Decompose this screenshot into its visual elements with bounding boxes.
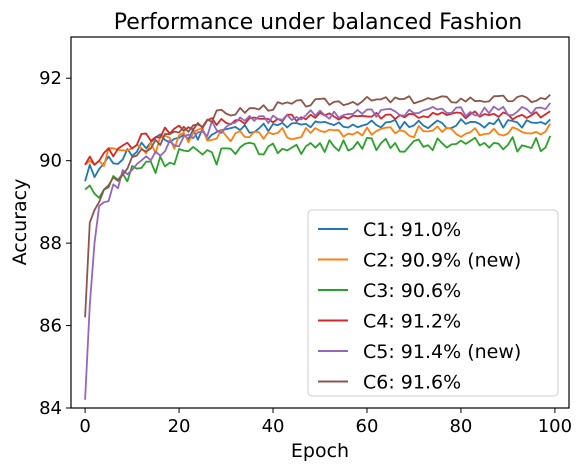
x-tick-label: 40	[262, 416, 285, 437]
x-axis-label: Epoch	[291, 440, 349, 462]
y-tick-label: 86	[39, 316, 62, 337]
x-axis-ticks: 0 20 40 60 80 100	[79, 408, 572, 437]
x-tick-label: 0	[79, 416, 90, 437]
series-line-c4	[84, 110, 551, 166]
legend-label-c1: C1: 91.0%	[363, 219, 461, 241]
plot-lines	[84, 94, 552, 400]
series-line-c5	[84, 102, 551, 400]
y-tick-label: 92	[39, 68, 62, 89]
x-tick-label: 100	[538, 416, 572, 437]
legend: C1: 91.0% C2: 90.9% (new) C3: 90.6% C4: 91.…	[307, 209, 559, 397]
chart-title: Performance under balanced Fashion	[114, 10, 522, 35]
series-line-c3	[84, 135, 552, 199]
y-axis-label: Accuracy	[9, 179, 31, 266]
axes-frame	[70, 36, 570, 409]
legend-label-c4: C4: 91.2%	[363, 311, 461, 333]
legend-label-c6: C6: 91.6%	[363, 372, 461, 394]
series-line-c6	[84, 94, 551, 318]
x-tick-label: 60	[356, 416, 379, 437]
series-line-c2	[84, 123, 551, 167]
y-tick-label: 84	[39, 398, 62, 419]
x-tick-label: 20	[168, 416, 191, 437]
x-tick-label: 80	[449, 416, 472, 437]
y-tick-label: 88	[39, 233, 62, 254]
legend-label-c5: C5: 91.4% (new)	[363, 341, 521, 363]
legend-label-c3: C3: 90.6%	[363, 280, 461, 302]
y-tick-label: 90	[39, 151, 62, 172]
series-line-c1	[84, 117, 551, 182]
y-axis-ticks: 84 86 88 90 92	[39, 68, 71, 419]
legend-box	[307, 209, 559, 397]
legend-label-c2: C2: 90.9% (new)	[363, 250, 521, 272]
